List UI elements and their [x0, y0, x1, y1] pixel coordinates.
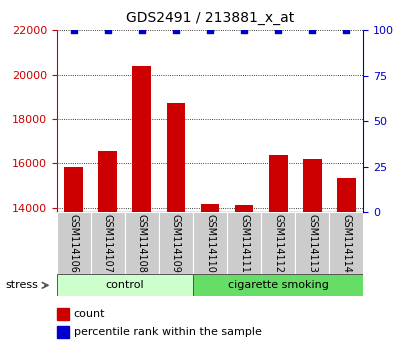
Text: GSM114113: GSM114113 — [307, 214, 317, 273]
FancyBboxPatch shape — [261, 212, 295, 274]
Point — [309, 27, 315, 33]
Bar — [57, 326, 69, 338]
Bar — [201, 204, 219, 354]
Point — [139, 27, 145, 33]
Bar — [64, 167, 83, 354]
Text: GSM114111: GSM114111 — [239, 214, 249, 273]
Text: count: count — [74, 309, 105, 319]
Bar — [57, 308, 69, 320]
FancyBboxPatch shape — [227, 212, 261, 274]
Bar — [303, 159, 322, 354]
FancyBboxPatch shape — [57, 274, 193, 296]
Point — [241, 27, 247, 33]
Text: stress: stress — [5, 280, 38, 290]
Text: percentile rank within the sample: percentile rank within the sample — [74, 327, 261, 337]
Point — [173, 27, 179, 33]
Point — [207, 27, 213, 33]
Text: GSM114114: GSM114114 — [341, 214, 351, 273]
Point — [343, 27, 349, 33]
Text: GDS2491 / 213881_x_at: GDS2491 / 213881_x_at — [126, 11, 294, 25]
Text: control: control — [105, 280, 144, 290]
Bar — [98, 151, 117, 354]
Text: GSM114106: GSM114106 — [69, 214, 79, 273]
Text: GSM114108: GSM114108 — [137, 214, 147, 273]
FancyBboxPatch shape — [125, 212, 159, 274]
Bar — [167, 103, 185, 354]
Point — [105, 27, 111, 33]
FancyBboxPatch shape — [91, 212, 125, 274]
Text: GSM114112: GSM114112 — [273, 214, 283, 273]
FancyBboxPatch shape — [295, 212, 329, 274]
FancyBboxPatch shape — [193, 212, 227, 274]
FancyBboxPatch shape — [57, 212, 91, 274]
Text: cigarette smoking: cigarette smoking — [228, 280, 328, 290]
Text: GSM114107: GSM114107 — [103, 214, 113, 273]
FancyBboxPatch shape — [193, 274, 363, 296]
Bar — [235, 205, 253, 354]
Bar — [337, 178, 356, 354]
FancyBboxPatch shape — [159, 212, 193, 274]
FancyBboxPatch shape — [329, 212, 363, 274]
Point — [275, 27, 281, 33]
Bar — [132, 65, 151, 354]
Text: GSM114109: GSM114109 — [171, 214, 181, 273]
Text: GSM114110: GSM114110 — [205, 214, 215, 273]
Point — [71, 27, 77, 33]
Bar — [269, 155, 288, 354]
